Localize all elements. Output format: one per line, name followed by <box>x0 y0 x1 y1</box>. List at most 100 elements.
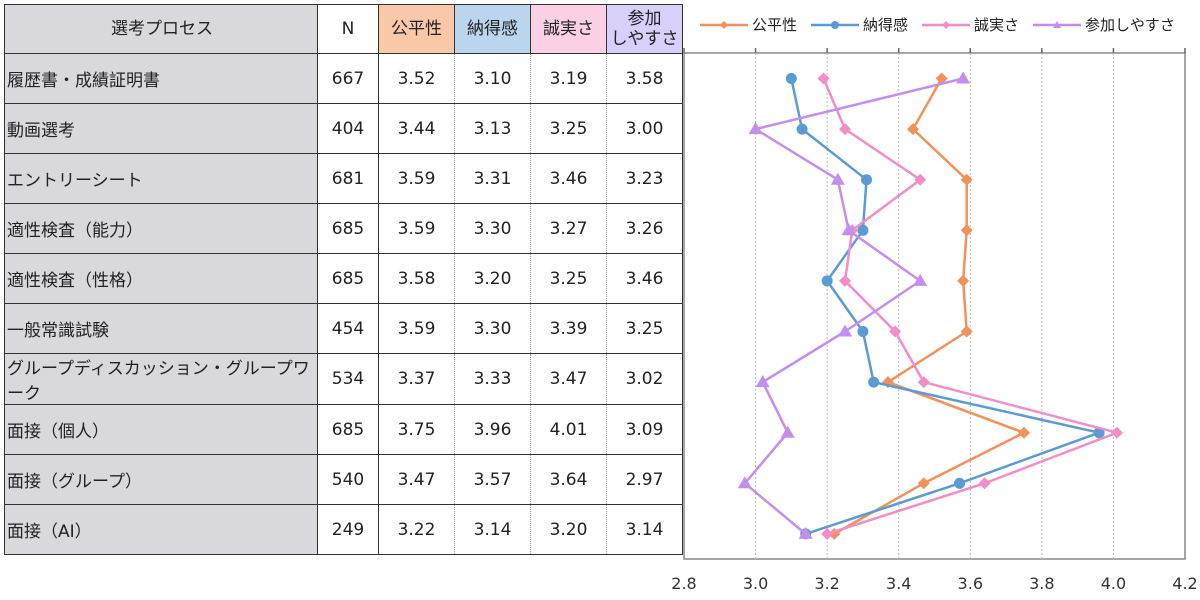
data-point <box>978 477 991 490</box>
header-ease: 参加 しやすさ <box>606 4 683 54</box>
data-point <box>817 72 830 85</box>
table-row: 面接（グループ） 540 3.47 3.57 3.64 2.97 <box>4 454 683 505</box>
row-n: 249 <box>317 504 379 555</box>
row-label: エントリーシート <box>4 153 318 204</box>
table-row: 面接（個人） 685 3.75 3.96 4.01 3.09 <box>4 404 683 455</box>
table-row: 面接（AI） 249 3.22 3.14 3.20 3.14 <box>4 504 683 555</box>
table-row: エントリーシート 681 3.59 3.31 3.46 3.23 <box>4 153 683 204</box>
row-fairness: 3.59 <box>378 303 455 354</box>
header-n: N <box>317 4 379 54</box>
row-n: 534 <box>317 353 379 405</box>
legend-item-honesty: 誠実さ <box>922 14 1019 35</box>
data-point <box>748 122 763 135</box>
row-fairness: 3.22 <box>378 504 455 555</box>
row-convincing: 3.13 <box>454 103 531 154</box>
header-process: 選考プロセス <box>4 4 318 54</box>
row-n: 685 <box>317 404 379 455</box>
data-point <box>1017 426 1030 439</box>
data-point <box>839 274 852 287</box>
legend-label: 誠実さ <box>974 16 1020 34</box>
legend-label: 納得感 <box>863 16 909 34</box>
data-point <box>889 325 902 338</box>
row-n: 667 <box>317 53 379 104</box>
row-honesty: 3.64 <box>530 454 607 505</box>
row-convincing: 3.57 <box>454 454 531 505</box>
x-tick-label: 4.0 <box>1100 574 1127 593</box>
diamond-line-icon <box>922 20 971 29</box>
data-point <box>960 173 973 186</box>
row-ease: 3.46 <box>606 253 683 304</box>
row-fairness: 3.44 <box>378 103 455 154</box>
header-ease-line2: しやすさ <box>610 29 679 49</box>
legend-item-convincing: 納得感 <box>811 14 908 35</box>
data-point <box>1111 426 1124 439</box>
row-label: 適性検査（能力） <box>4 203 318 254</box>
data-point <box>917 376 930 389</box>
data-point <box>821 275 833 287</box>
circle-line-icon <box>811 20 860 29</box>
row-n: 685 <box>317 203 379 254</box>
data-point <box>960 325 973 338</box>
row-label: 面接（グループ） <box>4 454 318 505</box>
data-point <box>798 526 813 539</box>
row-convincing: 3.20 <box>454 253 531 304</box>
data-point <box>780 425 795 438</box>
data-point <box>917 477 930 490</box>
row-ease: 3.23 <box>606 153 683 204</box>
x-tick-label: 4.2 <box>1172 574 1198 593</box>
data-table: 選考プロセス N 公平性 納得感 誠実さ 参加 しやすさ 履歴書・成績証明書 667… <box>4 4 683 555</box>
triangle-line-icon <box>1033 20 1082 28</box>
data-point <box>957 274 970 287</box>
data-point <box>830 172 845 185</box>
table-header-row: 選考プロセス N 公平性 納得感 誠実さ 参加 しやすさ <box>4 4 683 54</box>
row-convincing: 3.33 <box>454 353 531 405</box>
row-ease: 3.25 <box>606 303 683 354</box>
data-point <box>857 224 869 236</box>
x-tick-label: 3.4 <box>885 574 912 593</box>
table-row: グループディスカッション・グループワーク 534 3.37 3.33 3.47 3.02 <box>4 353 683 405</box>
row-convincing: 3.30 <box>454 203 531 254</box>
series-line <box>790 78 1101 536</box>
x-tick-label: 3.8 <box>1029 574 1055 593</box>
row-honesty: 3.20 <box>530 504 607 555</box>
row-label: 面接（AI） <box>4 504 318 555</box>
data-point <box>796 123 808 135</box>
header-ease-line1: 参加 <box>627 9 662 29</box>
row-ease: 3.58 <box>606 53 683 104</box>
data-point <box>839 123 852 136</box>
table-row: 一般常識試験 454 3.59 3.30 3.39 3.25 <box>4 303 683 354</box>
row-n: 454 <box>317 303 379 354</box>
header-honesty: 誠実さ <box>530 4 607 54</box>
legend-item-fairness: 公平性 <box>700 14 797 35</box>
data-point <box>755 375 770 388</box>
data-point <box>956 71 971 84</box>
data-point <box>838 324 853 337</box>
header-fairness: 公平性 <box>378 4 455 54</box>
data-point <box>913 273 928 286</box>
data-point <box>960 224 973 237</box>
row-label: 適性検査（性格） <box>4 253 318 304</box>
row-label: 動画選考 <box>4 103 318 154</box>
x-tick-label: 3.2 <box>814 574 840 593</box>
row-convincing: 3.14 <box>454 504 531 555</box>
data-point <box>821 527 834 540</box>
row-ease: 3.00 <box>606 103 683 154</box>
data-point <box>737 476 752 489</box>
plot-area <box>683 52 1186 560</box>
data-point <box>935 72 948 85</box>
row-label: グループディスカッション・グループワーク <box>4 353 318 405</box>
chart-legend: 公平性 納得感 誠実さ 参加しやすさ <box>700 14 1175 35</box>
row-fairness: 3.37 <box>378 353 455 405</box>
row-convincing: 3.30 <box>454 303 531 354</box>
row-honesty: 3.19 <box>530 53 607 104</box>
row-n: 685 <box>317 253 379 304</box>
x-tick-label: 3.0 <box>742 574 769 593</box>
row-honesty: 3.25 <box>530 253 607 304</box>
row-fairness: 3.59 <box>378 153 455 204</box>
series-line <box>833 77 1026 535</box>
header-convincing: 納得感 <box>454 4 531 54</box>
data-point <box>857 326 869 337</box>
row-honesty: 3.39 <box>530 303 607 354</box>
row-n: 404 <box>317 103 379 154</box>
